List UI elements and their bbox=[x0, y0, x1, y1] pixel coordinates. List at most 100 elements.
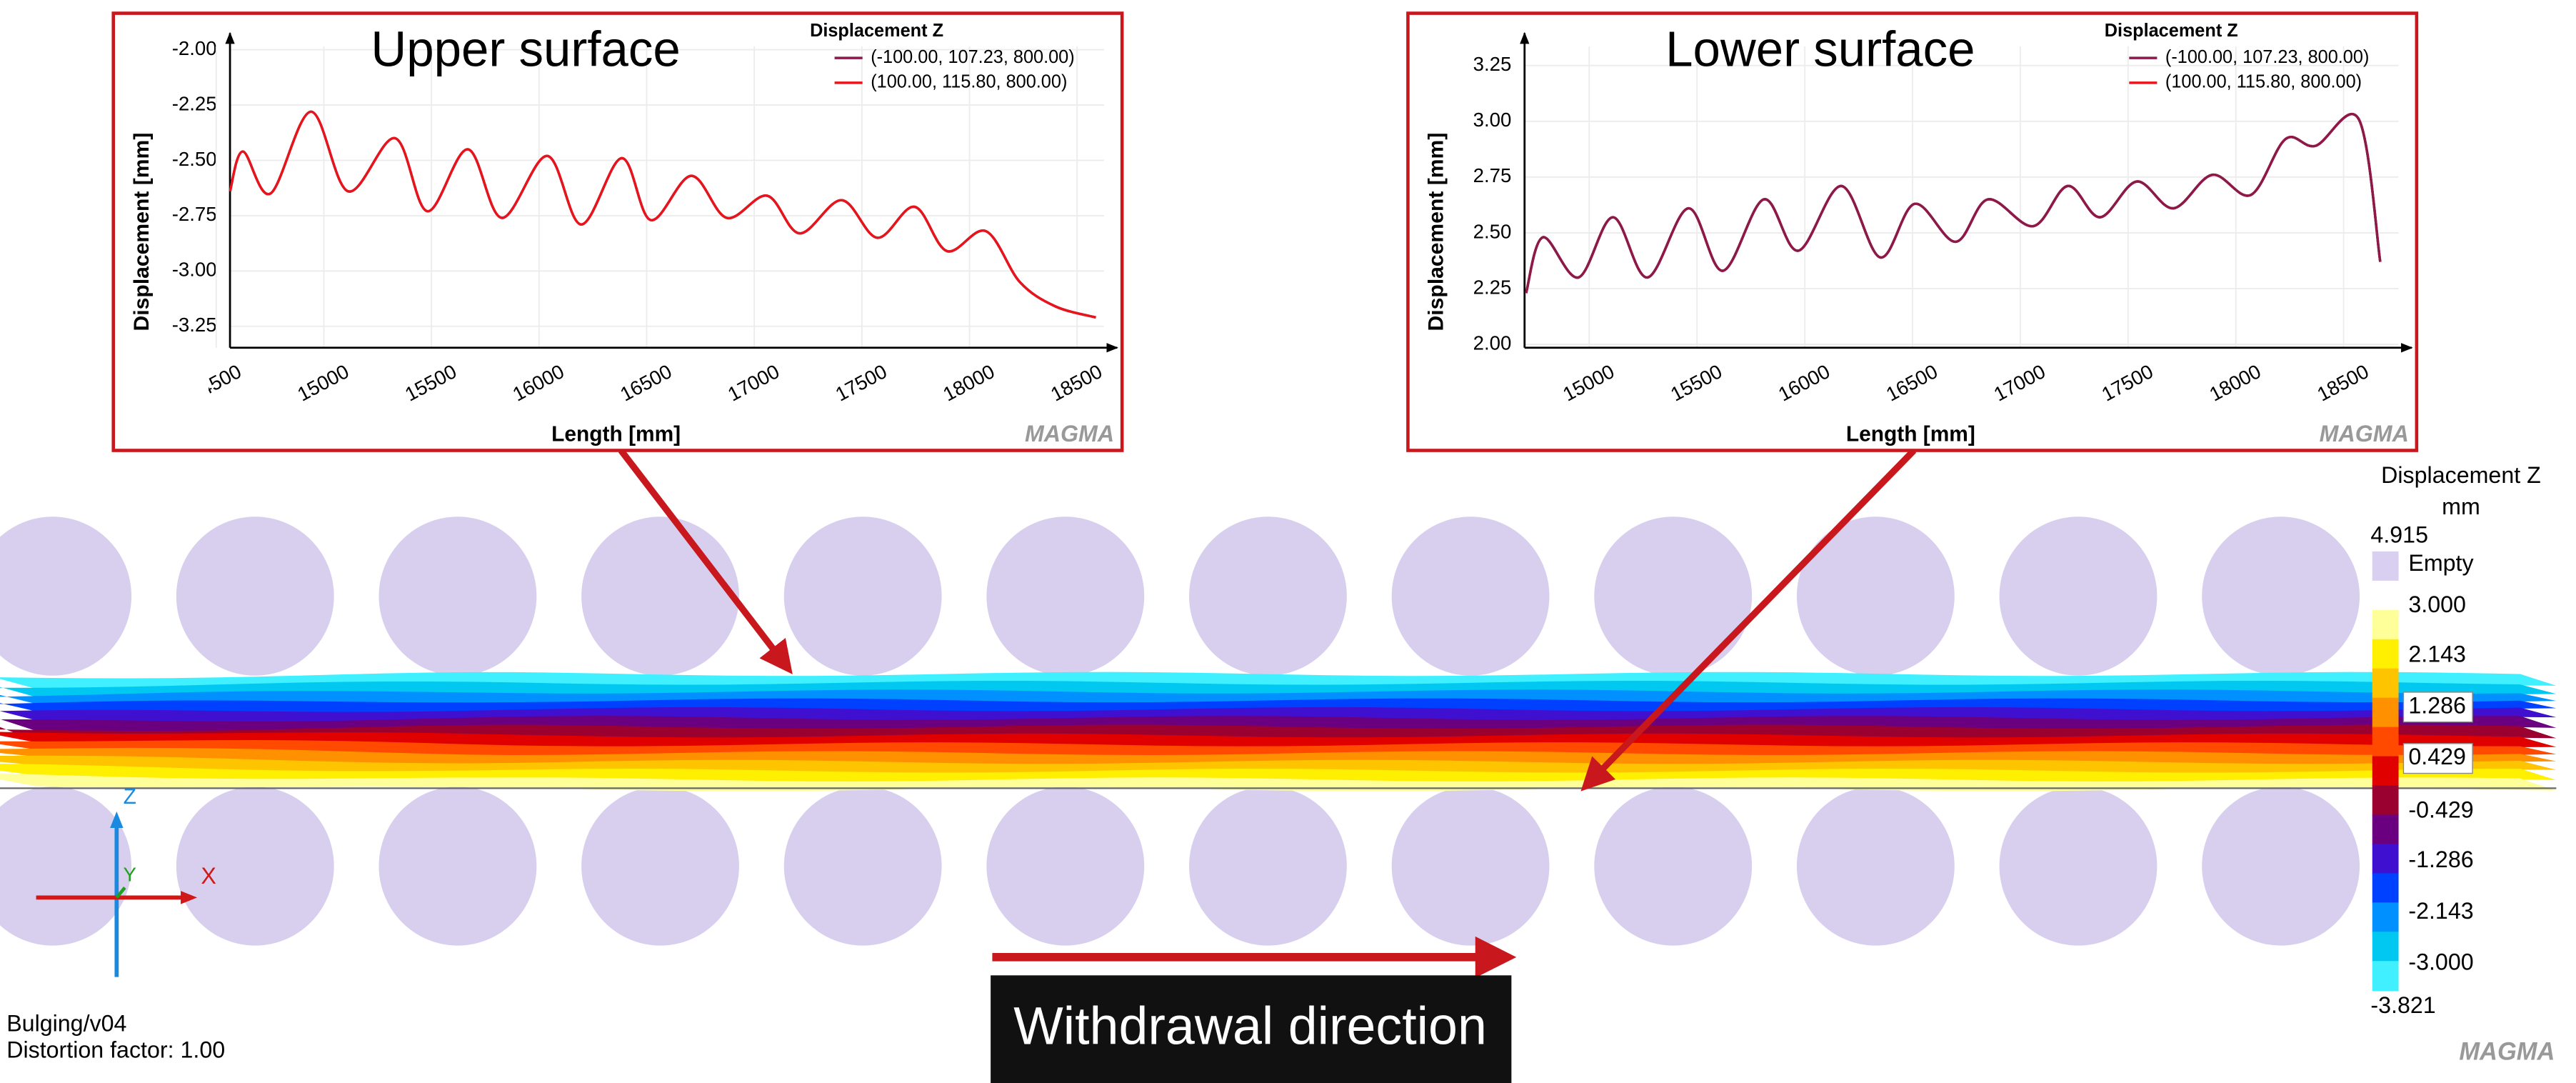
colorbar-unit: mm bbox=[2442, 494, 2480, 519]
roller bbox=[1189, 787, 1347, 946]
slab-band bbox=[0, 740, 2557, 757]
logo: MAGMA bbox=[2459, 1038, 2555, 1065]
axis-z: Z bbox=[124, 785, 136, 809]
roller bbox=[1796, 516, 1955, 676]
colorbar-swatch bbox=[2372, 932, 2399, 962]
info-line: Distortion factor: 1.00 bbox=[6, 1037, 225, 1062]
chart-title: Lower surface bbox=[1665, 21, 1975, 76]
roller bbox=[1999, 787, 2157, 946]
roller bbox=[176, 516, 334, 676]
colorbar-swatch bbox=[2372, 961, 2399, 992]
roller bbox=[1189, 516, 1347, 676]
colorbar-label: -2.143 bbox=[2408, 898, 2473, 924]
x-axis-label: Length [mm] bbox=[551, 422, 681, 446]
roller bbox=[581, 516, 739, 676]
roller bbox=[986, 787, 1145, 946]
colorbar-swatch bbox=[2372, 551, 2399, 582]
colorbar-swatch bbox=[2372, 639, 2399, 669]
slab-band bbox=[0, 707, 2557, 723]
roller bbox=[0, 787, 131, 946]
colorbar-label: 1.286 bbox=[2408, 692, 2466, 718]
legend-label: (-100.00, 107.23, 800.00) bbox=[871, 47, 1074, 67]
legend-label: (100.00, 115.80, 800.00) bbox=[871, 72, 1067, 92]
y-tick-label: 3.25 bbox=[1473, 53, 1512, 75]
colorbar-swatch bbox=[2372, 727, 2399, 757]
series-line bbox=[229, 110, 1096, 319]
y-tick-label: -2.00 bbox=[172, 37, 217, 59]
y-tick-label: 2.50 bbox=[1473, 220, 1512, 242]
colorbar-swatch bbox=[2372, 668, 2399, 699]
colorbar-max: 4.915 bbox=[2370, 521, 2428, 547]
roller bbox=[2202, 787, 2360, 946]
y-tick-label: 2.75 bbox=[1473, 164, 1512, 186]
roller bbox=[1594, 787, 1753, 946]
x-axis-label: Length [mm] bbox=[1846, 422, 1975, 446]
label-box bbox=[2402, 692, 2473, 723]
chart-frame bbox=[111, 11, 1124, 452]
rollers bbox=[0, 516, 2360, 946]
slab-band bbox=[0, 732, 2557, 748]
y-axis-label: Displacement [mm] bbox=[130, 133, 154, 331]
legend-label: (-100.00, 107.23, 800.00) bbox=[2165, 47, 2369, 67]
roller bbox=[176, 787, 334, 946]
y-tick-label: -2.50 bbox=[172, 148, 217, 170]
pointer-arrow bbox=[1580, 448, 1917, 792]
direction-box bbox=[991, 975, 1512, 1083]
y-tick-label: 2.25 bbox=[1473, 276, 1512, 298]
legend-title: Displacement Z bbox=[810, 21, 943, 41]
colorbar-swatch bbox=[2372, 609, 2399, 640]
logo: MAGMA bbox=[1025, 421, 1114, 446]
y-tick-label: -3.25 bbox=[172, 314, 217, 336]
colorbar-min: -3.821 bbox=[2370, 992, 2435, 1018]
roller bbox=[0, 516, 131, 676]
axes-icon bbox=[36, 811, 198, 977]
direction-label: Withdrawal direction bbox=[1013, 996, 1487, 1055]
roller bbox=[379, 516, 537, 676]
slab-band bbox=[0, 764, 2557, 783]
axis-y: Y bbox=[124, 863, 136, 885]
slab-band bbox=[0, 698, 2557, 713]
logo: MAGMA bbox=[2320, 421, 2409, 446]
y-tick-label: -2.75 bbox=[172, 203, 217, 225]
legend-title: Displacement Z bbox=[2105, 21, 2238, 41]
roller bbox=[783, 787, 942, 946]
colorbar-swatch bbox=[2372, 902, 2399, 933]
roller bbox=[2202, 516, 2360, 676]
colorbar-label: -0.429 bbox=[2408, 797, 2473, 822]
y-tick-label: -3.00 bbox=[172, 259, 217, 281]
chart-title: Upper surface bbox=[371, 21, 680, 76]
roller bbox=[1999, 516, 2157, 676]
slab bbox=[0, 672, 2557, 792]
y-tick-label: -2.25 bbox=[172, 92, 217, 114]
colorbar-swatch bbox=[2372, 580, 2399, 611]
colorbar-swatch bbox=[2372, 873, 2399, 904]
roller bbox=[986, 516, 1145, 676]
colorbar-swatch bbox=[2372, 814, 2399, 845]
roller bbox=[379, 787, 537, 946]
roller bbox=[1391, 787, 1550, 946]
legend-label: (100.00, 115.80, 800.00) bbox=[2165, 72, 2362, 92]
slab-band bbox=[0, 716, 2557, 732]
roller bbox=[1391, 516, 1550, 676]
colorbar-label: -3.000 bbox=[2408, 949, 2473, 975]
y-tick-label: 3.00 bbox=[1473, 109, 1512, 131]
label-box bbox=[2402, 743, 2473, 774]
y-tick-label: 2.00 bbox=[1473, 331, 1512, 354]
axis-x: X bbox=[201, 863, 216, 889]
roller bbox=[783, 516, 942, 676]
colorbar-swatch bbox=[2372, 756, 2399, 787]
colorbar-label: 3.000 bbox=[2408, 592, 2466, 617]
info-line: Bulging/v04 bbox=[6, 1010, 126, 1036]
colorbar-label: 0.429 bbox=[2408, 744, 2466, 769]
slab-band bbox=[0, 680, 2557, 697]
colorbar-swatch bbox=[2372, 697, 2399, 728]
y-axis-label: Displacement [mm] bbox=[1425, 133, 1448, 331]
roller bbox=[1594, 516, 1753, 676]
colorbar-empty: Empty bbox=[2408, 550, 2474, 576]
slab-band bbox=[0, 773, 2557, 792]
colorbar-title: Displacement Z bbox=[2381, 462, 2541, 488]
series-line bbox=[1525, 112, 2382, 294]
colorbar-swatch bbox=[2372, 785, 2399, 816]
